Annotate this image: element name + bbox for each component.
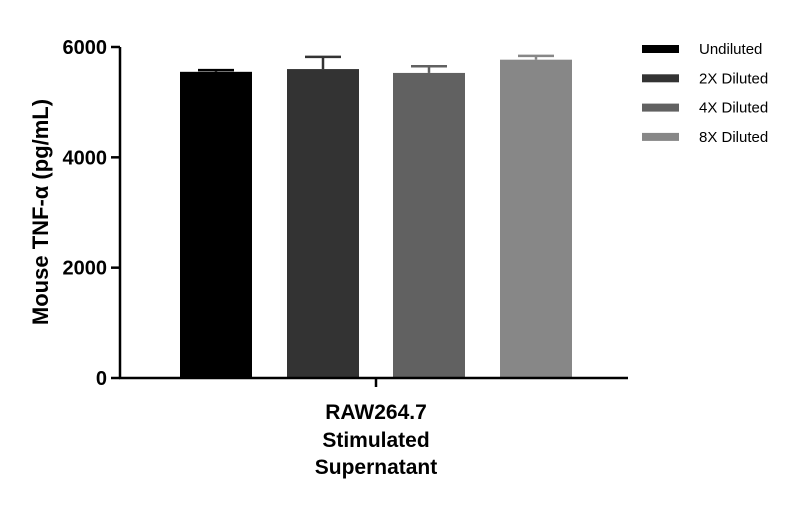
y-tick-label: 4000: [63, 147, 108, 169]
legend-swatch: [642, 132, 679, 141]
legend-swatch: [642, 103, 679, 112]
bars-layer: [180, 59, 572, 379]
axes-layer: [118, 47, 628, 387]
legend-swatch: [642, 45, 679, 53]
bar: [500, 59, 572, 379]
legend-swatch: [642, 74, 679, 83]
y-tick-label: 0: [96, 368, 107, 390]
legend: Undiluted 2X Diluted 4X Diluted 8X Diluted: [642, 41, 768, 146]
category-label-line-2: Stimulated: [322, 429, 429, 452]
y-axis-title: Mouse TNF-α (pg/mL): [28, 99, 53, 325]
category-label-line-3: Supernatant: [315, 456, 438, 479]
x-category-label: RAW264.7 Stimulated Supernatant: [315, 401, 438, 479]
bar: [393, 72, 465, 378]
y-tick-label: 2000: [63, 258, 108, 280]
y-tick-label: 6000: [63, 37, 108, 59]
legend-label: 4X Diluted: [699, 100, 768, 117]
legend-label: 2X Diluted: [699, 70, 768, 87]
y-ticks: 0 2000 4000 6000: [63, 37, 120, 390]
category-label-line-1: RAW264.7: [325, 401, 427, 424]
legend-label: 8X Diluted: [699, 129, 768, 146]
error-bars-layer: [198, 54, 554, 73]
bar: [180, 71, 252, 378]
legend-label: Undiluted: [699, 41, 762, 58]
bar: [287, 69, 359, 379]
